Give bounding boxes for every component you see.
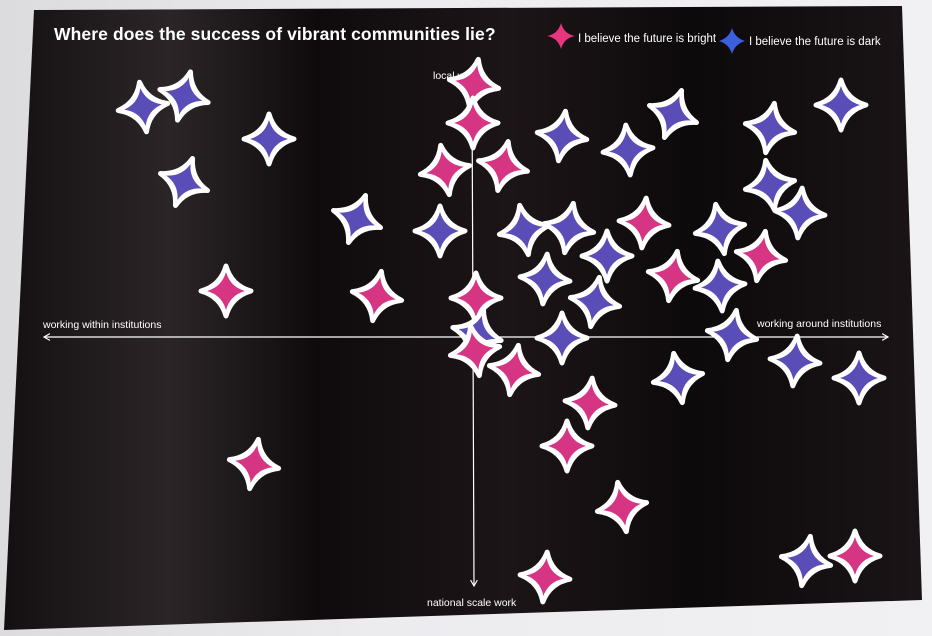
legend-dark-star-icon bbox=[719, 28, 745, 54]
legend-dark-label: I believe the future is dark bbox=[749, 36, 881, 48]
dark-star-sticker bbox=[567, 274, 623, 330]
dark-star-sticker bbox=[412, 203, 468, 259]
bright-star-sticker bbox=[417, 142, 473, 198]
bright-star-sticker bbox=[616, 195, 672, 251]
legend-bright-star-icon bbox=[547, 23, 575, 49]
dark-star-sticker bbox=[115, 79, 171, 135]
dark-star-sticker bbox=[772, 185, 828, 241]
dark-star-sticker bbox=[692, 258, 748, 314]
dark-star-sticker bbox=[742, 100, 798, 156]
axis-label-right: working around institutions bbox=[757, 318, 882, 330]
bright-star-sticker bbox=[445, 95, 501, 151]
dark-star-sticker bbox=[650, 350, 706, 406]
dark-star-sticker bbox=[600, 122, 656, 178]
bright-star-sticker bbox=[226, 436, 282, 492]
axis-label-left: working within institutions bbox=[43, 319, 162, 331]
dark-star-sticker bbox=[579, 228, 635, 284]
bright-star-sticker bbox=[486, 342, 542, 398]
bright-star-sticker bbox=[476, 139, 530, 193]
bright-star-sticker bbox=[594, 479, 650, 535]
dark-star-sticker bbox=[647, 88, 699, 140]
dark-star-sticker bbox=[534, 108, 590, 164]
bright-star-sticker bbox=[562, 375, 618, 431]
bright-star-sticker bbox=[733, 228, 789, 284]
dark-star-sticker bbox=[534, 310, 590, 366]
poster-title: Where does the success of vibrant commun… bbox=[54, 24, 496, 44]
axis-label-bottom: national scale work bbox=[427, 597, 517, 609]
bright-star-sticker bbox=[827, 528, 883, 584]
bright-star-sticker bbox=[517, 549, 573, 605]
dark-star-sticker bbox=[331, 193, 383, 245]
bright-star-sticker bbox=[539, 418, 595, 474]
dark-star-sticker bbox=[541, 200, 597, 256]
dark-star-sticker bbox=[496, 202, 552, 258]
dark-star-sticker bbox=[778, 533, 834, 589]
bright-star-sticker bbox=[448, 270, 504, 326]
dark-star-sticker bbox=[704, 307, 760, 363]
dark-star-sticker bbox=[767, 333, 823, 389]
poster-sheet bbox=[4, 6, 922, 630]
dark-star-sticker bbox=[831, 350, 887, 406]
bright-star-sticker bbox=[645, 248, 701, 304]
bright-star-sticker bbox=[349, 268, 405, 324]
dark-star-sticker bbox=[241, 111, 297, 167]
dark-star-sticker bbox=[157, 69, 211, 123]
bright-star-sticker bbox=[447, 323, 503, 379]
bright-star-sticker bbox=[198, 263, 254, 319]
dark-star-sticker bbox=[813, 77, 869, 133]
dark-star-sticker bbox=[158, 156, 210, 208]
dark-star-sticker bbox=[692, 201, 748, 257]
legend-bright-label: I believe the future is bright bbox=[578, 33, 717, 45]
dark-star-sticker bbox=[517, 251, 573, 307]
